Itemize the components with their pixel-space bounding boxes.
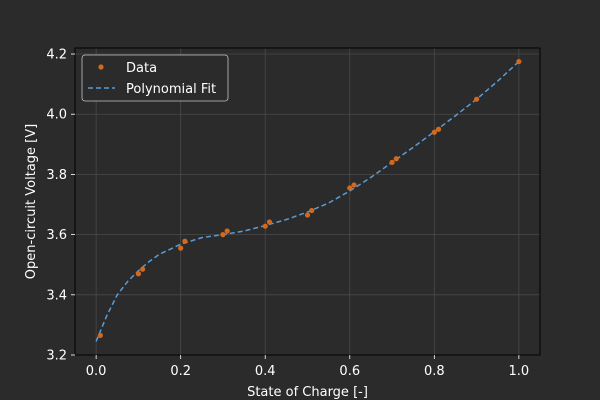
data-point bbox=[266, 219, 273, 225]
y-tick-label: 3.2 bbox=[46, 349, 67, 364]
data-point bbox=[140, 266, 146, 272]
data-point bbox=[309, 207, 315, 214]
x-axis-ticks: 0.0 0.2 0.4 0.6 0.8 1.0 bbox=[86, 355, 529, 379]
data-point bbox=[135, 271, 142, 277]
data-point bbox=[220, 232, 226, 238]
plot-frame bbox=[74, 47, 541, 356]
legend-label-data: Data bbox=[126, 61, 157, 76]
y-axis-ticks: 3.2 3.4 3.6 3.8 4.0 4.2 bbox=[46, 48, 75, 364]
x-tick-label: 0.8 bbox=[424, 364, 445, 379]
data-point bbox=[389, 159, 395, 165]
data-point bbox=[262, 223, 268, 229]
y-tick-label: 3.6 bbox=[46, 228, 67, 243]
x-tick-label: 0.2 bbox=[170, 364, 191, 379]
data-point bbox=[351, 182, 357, 188]
data-point bbox=[347, 185, 353, 191]
data-point bbox=[516, 58, 522, 65]
x-tick-label: 0.0 bbox=[86, 364, 107, 379]
x-tick-label: 1.0 bbox=[509, 364, 530, 379]
legend-box bbox=[81, 54, 229, 102]
data-point bbox=[182, 238, 188, 244]
y-tick-label: 4.2 bbox=[46, 48, 67, 63]
data-point bbox=[473, 96, 480, 102]
data-point bbox=[435, 126, 442, 132]
data-point bbox=[431, 129, 437, 135]
data-point bbox=[224, 228, 230, 234]
legend: Data Polynomial Fit bbox=[81, 54, 229, 102]
series-layer bbox=[95, 58, 522, 342]
data-point bbox=[178, 245, 184, 251]
data-point bbox=[393, 156, 399, 162]
x-axis-label: State of Charge [-] bbox=[247, 385, 368, 400]
data-point bbox=[97, 332, 103, 339]
x-tick-label: 0.4 bbox=[255, 364, 276, 379]
y-tick-label: 3.8 bbox=[46, 168, 67, 183]
data-point bbox=[304, 212, 311, 218]
y-tick-label: 3.4 bbox=[46, 288, 67, 303]
x-tick-label: 0.6 bbox=[339, 364, 360, 379]
legend-label-fit: Polynomial Fit bbox=[126, 82, 216, 97]
y-tick-label: 4.0 bbox=[46, 108, 67, 123]
y-axis-label: Open-circuit Voltage [V] bbox=[24, 124, 39, 279]
legend-data-marker bbox=[98, 64, 104, 70]
